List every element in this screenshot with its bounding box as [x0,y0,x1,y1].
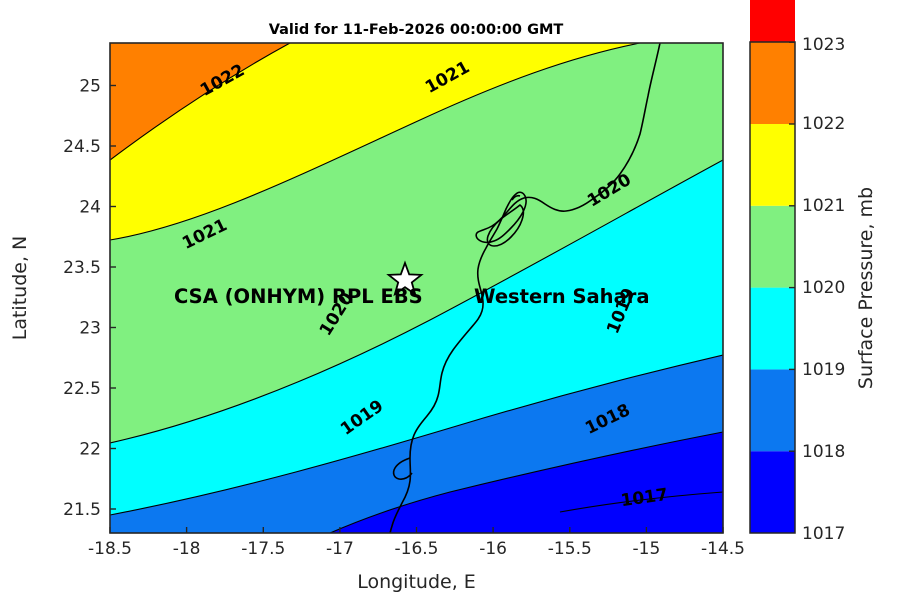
contour-band-1017 [330,432,723,533]
y-axis: 21.5 22 22.5 23 23.5 24 24.5 25 Latitude… [9,77,116,520]
x-axis-title: Longitude, E [357,571,476,593]
contour-band-1022 [110,43,290,160]
colorbar-tick-label-1019: 1019 [802,360,845,380]
y-tick-label-3: 23 [79,319,101,339]
x-axis-ticks [109,527,724,533]
star-marker[interactable] [386,260,424,297]
colorbar[interactable]: 1017 1018 1019 1020 1021 1022 1023 Surfa… [749,0,877,544]
y-tick-label-5: 24 [79,198,101,218]
y-tick-label-7: 25 [79,77,101,97]
contour-line-1021 [110,43,641,241]
colorbar-band-1020 [750,205,795,288]
x-tick-label-5: -16 [479,539,507,559]
x-tick-label-4: -16.5 [395,539,439,559]
contour-line-1017 [559,491,723,513]
x-tick-label-8: -14.5 [701,539,745,559]
x-tick-label-3: -17 [326,539,354,559]
contour-line-1022 [110,43,291,161]
colorbar-tick-label-1022: 1022 [802,114,845,134]
colorbar-band-1018 [750,369,795,452]
colorbar-band-1022 [750,42,795,125]
contour-lines [110,43,723,533]
region-label: Western Sahara [474,285,650,308]
x-tick-label-1: -18 [173,539,201,559]
x-axis: -18.5 -18 -17.5 -17 -16.5 -16 -15.5 -15 … [88,527,745,593]
colorbar-band-1023 [750,0,795,43]
y-axis-title: Latitude, N [9,236,31,341]
contour-line-1019 [110,354,723,516]
colorbar-tick-label-1018: 1018 [802,442,845,462]
y-axis-ticks [110,84,116,510]
x-tick-label-2: -17.5 [241,539,285,559]
colorbar-tick-label-1021: 1021 [802,196,845,216]
contour-field: 1022 1021 1021 1020 1020 1019 1019 1018 … [110,43,723,533]
coastline [389,43,661,533]
colorbar-band-1019 [750,287,795,370]
x-tick-label-7: -15 [633,539,661,559]
x-tick-label-0: -18.5 [88,539,132,559]
star-icon [386,260,424,297]
y-tick-label-6: 24.5 [63,137,101,157]
colorbar-ticks [789,41,795,452]
colorbar-band-1017 [750,451,795,533]
colorbar-band-1021 [750,124,795,206]
y-tick-label-2: 22.5 [63,379,101,399]
y-tick-label-0: 21.5 [63,500,101,520]
colorbar-tick-label-1023: 1023 [802,35,845,55]
coastline-bay [392,457,413,480]
contour-band-1021-fill [110,43,640,240]
page-title: Valid for 11-Feb-2026 00:00:00 GMT [269,22,564,38]
x-tick-label-6: -15.5 [548,539,592,559]
coastline-lagoon [486,204,525,247]
coastline-headland [511,194,521,201]
site-label: CSA (ONHYM) RPL EBS [174,285,423,308]
contour-line-1018 [329,431,723,533]
colorbar-title: Surface Pressure, mb [855,187,877,389]
y-tick-label-4: 23.5 [63,258,101,278]
coastline-path [389,43,661,533]
colorbar-tick-label-1020: 1020 [802,278,845,298]
colorbar-tick-label-1017: 1017 [802,524,845,544]
y-tick-label-1: 22 [79,440,101,460]
contour-line-1020 [110,159,723,444]
